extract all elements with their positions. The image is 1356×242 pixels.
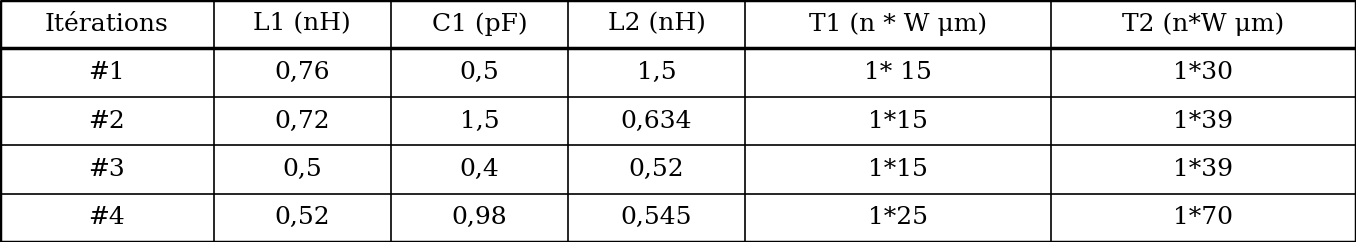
Bar	[746, 48, 1051, 97]
Bar	[391, 0, 568, 48]
Text: L2 (nH): L2 (nH)	[607, 13, 705, 36]
Text: #4: #4	[88, 206, 125, 229]
Bar	[568, 145, 746, 194]
Bar	[214, 0, 391, 48]
Bar	[746, 145, 1051, 194]
Text: 1,5: 1,5	[460, 109, 499, 133]
Bar	[0, 145, 214, 194]
Bar	[1051, 0, 1356, 48]
Text: 0,72: 0,72	[274, 109, 330, 133]
Text: 0,5: 0,5	[460, 61, 499, 84]
Text: T1 (n * W μm): T1 (n * W μm)	[808, 12, 987, 36]
Bar	[1051, 48, 1356, 97]
Text: 0,634: 0,634	[621, 109, 693, 133]
Bar	[0, 194, 214, 242]
Bar	[391, 145, 568, 194]
Text: T2 (n*W μm): T2 (n*W μm)	[1123, 12, 1284, 36]
Text: 0,52: 0,52	[629, 158, 685, 181]
Bar	[746, 0, 1051, 48]
Bar	[214, 194, 391, 242]
Bar	[1051, 145, 1356, 194]
Text: Itérations: Itérations	[45, 13, 168, 36]
Bar	[568, 48, 746, 97]
Text: #1: #1	[88, 61, 125, 84]
Text: 1*15: 1*15	[868, 109, 928, 133]
Bar	[0, 48, 214, 97]
Text: C1 (pF): C1 (pF)	[431, 12, 527, 36]
Bar	[214, 97, 391, 145]
Bar	[214, 48, 391, 97]
Text: 0,545: 0,545	[621, 206, 693, 229]
Text: 1* 15: 1* 15	[864, 61, 932, 84]
Bar	[746, 97, 1051, 145]
Text: 1*70: 1*70	[1173, 206, 1234, 229]
Text: 1*39: 1*39	[1173, 109, 1234, 133]
Text: 1*15: 1*15	[868, 158, 928, 181]
Text: 1*25: 1*25	[868, 206, 928, 229]
Text: #2: #2	[88, 109, 125, 133]
Text: L1 (nH): L1 (nH)	[254, 13, 351, 36]
Text: 0,76: 0,76	[274, 61, 330, 84]
Text: 1*39: 1*39	[1173, 158, 1234, 181]
Bar	[568, 97, 746, 145]
Text: 0,98: 0,98	[452, 206, 507, 229]
Bar	[391, 194, 568, 242]
Text: 0,5: 0,5	[282, 158, 323, 181]
Bar	[1051, 97, 1356, 145]
Text: #3: #3	[88, 158, 125, 181]
Bar	[0, 97, 214, 145]
Text: 1*30: 1*30	[1173, 61, 1234, 84]
Bar	[568, 0, 746, 48]
Bar	[568, 194, 746, 242]
Text: 1,5: 1,5	[637, 61, 677, 84]
Bar	[391, 48, 568, 97]
Bar	[0, 0, 214, 48]
Text: 0,52: 0,52	[274, 206, 330, 229]
Text: 0,4: 0,4	[460, 158, 499, 181]
Bar	[746, 194, 1051, 242]
Bar	[214, 145, 391, 194]
Bar	[391, 97, 568, 145]
Bar	[1051, 194, 1356, 242]
